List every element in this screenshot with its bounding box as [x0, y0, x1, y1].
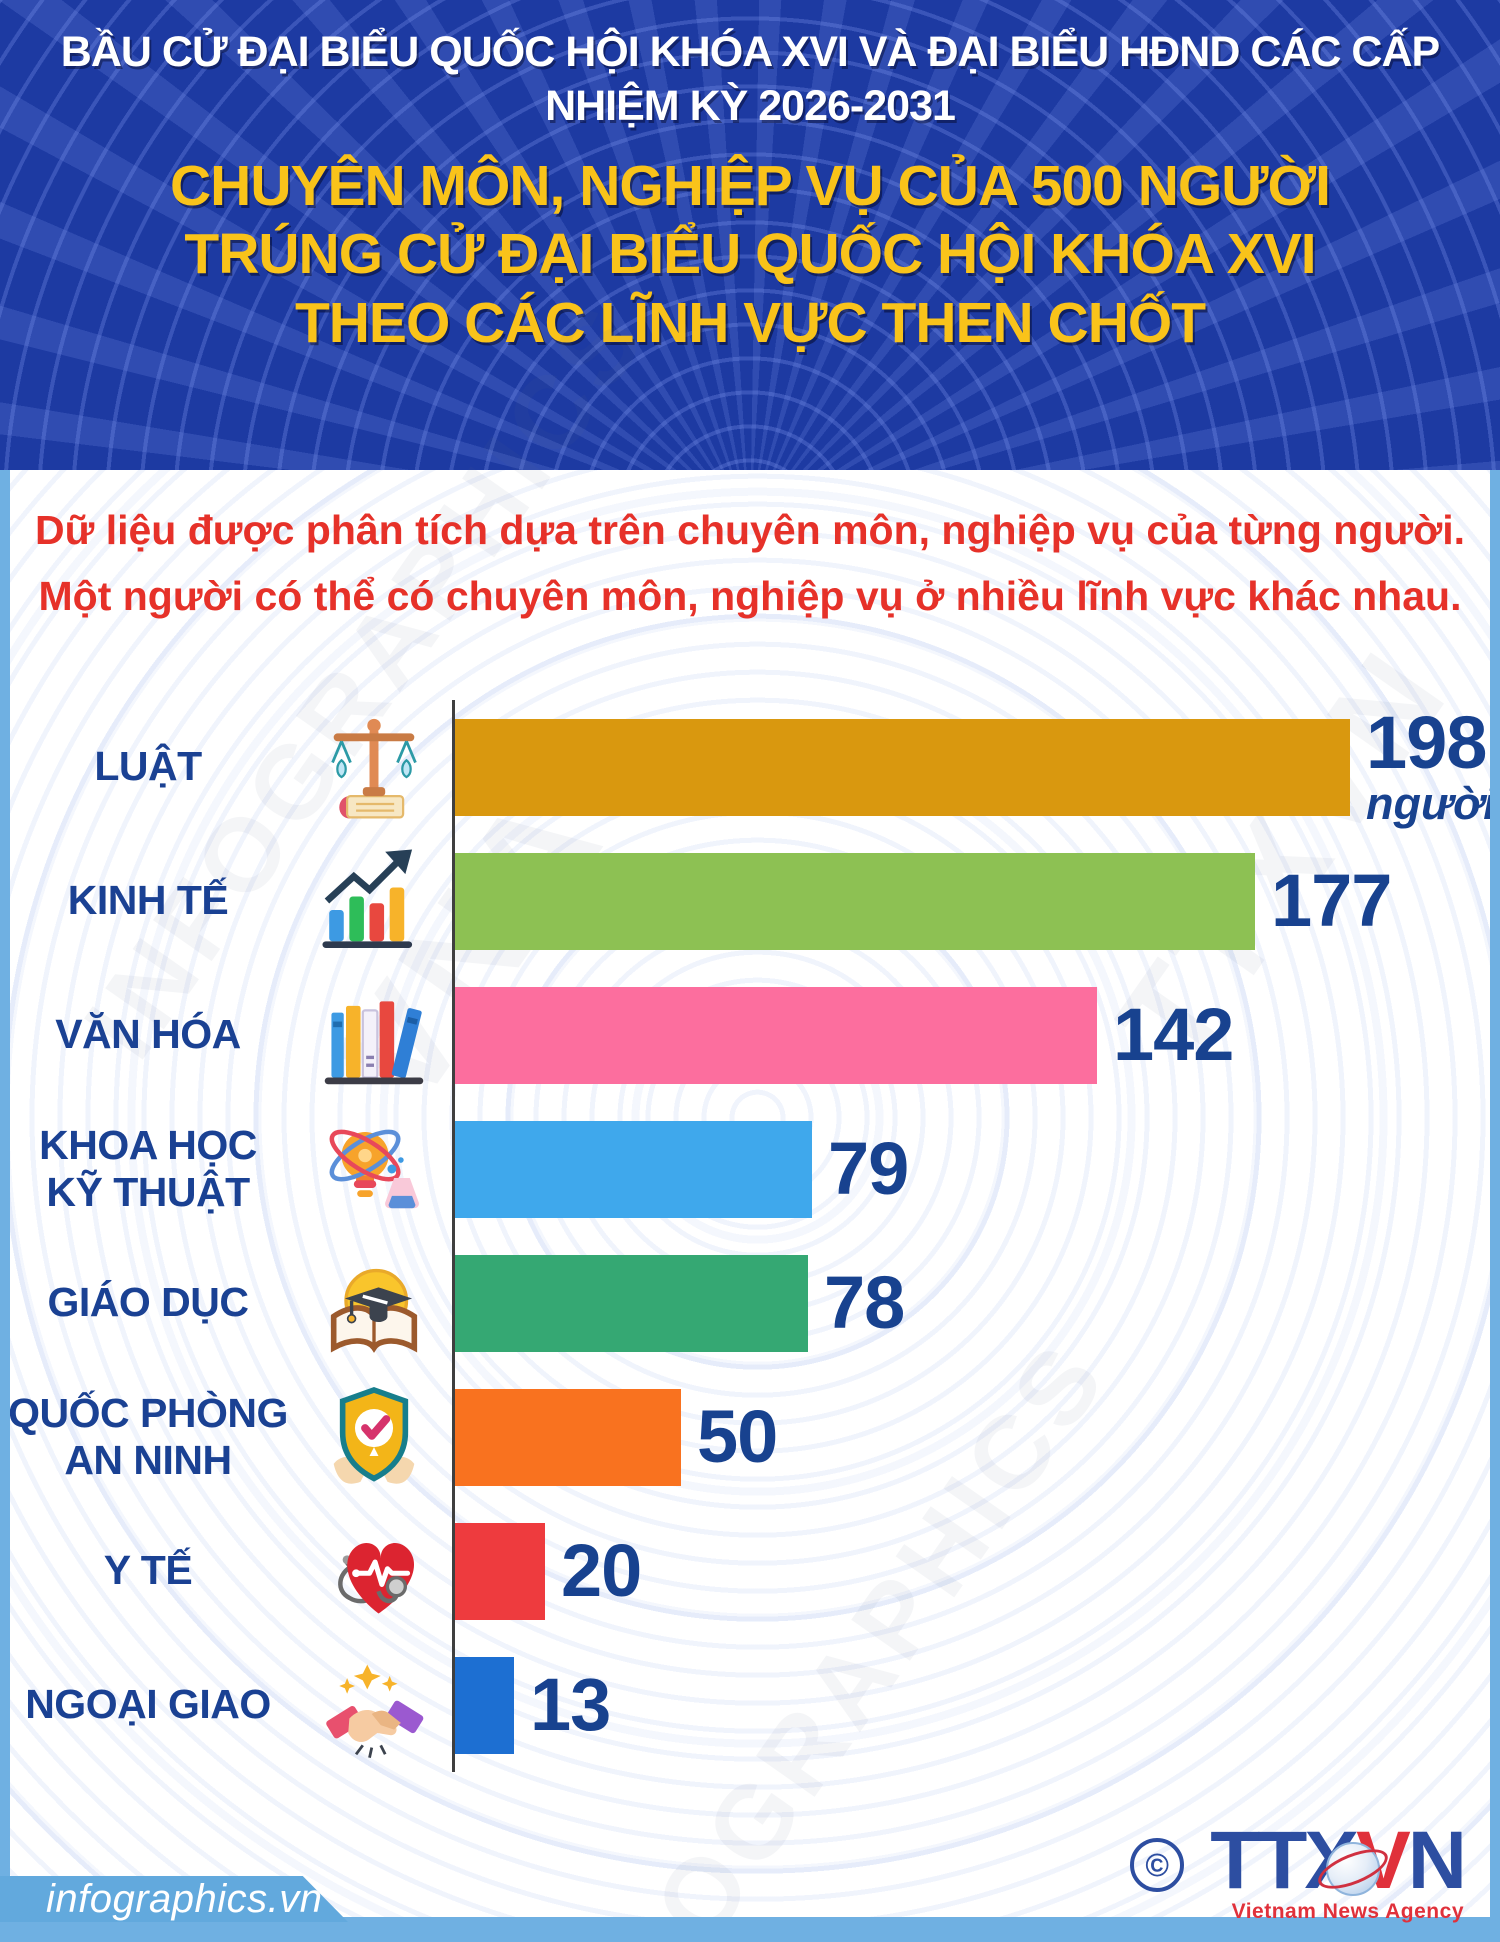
bar-value: 78: [824, 1260, 905, 1344]
chart-row: QUỐC PHÒNG AN NINH 50: [0, 1370, 1500, 1504]
copyright-icon: ©: [1130, 1838, 1185, 1892]
unit-label: người: [1366, 777, 1496, 829]
category-label: QUỐC PHÒNG AN NINH: [8, 1389, 288, 1483]
science-atom-icon: [296, 1106, 452, 1232]
plot-area: 50: [452, 1370, 1500, 1504]
kicker-line-2: NHIỆM KỲ 2026-2031: [545, 81, 956, 130]
value-box: 198 người: [1366, 701, 1496, 829]
agency-name: Vietnam News Agency: [1231, 1899, 1464, 1923]
plot-area: 142: [452, 968, 1500, 1102]
chart-row: VĂN HÓA 142: [0, 968, 1500, 1102]
category-label: GIÁO DỤC: [47, 1279, 250, 1326]
value-box: 177: [1271, 858, 1392, 942]
title-line-2: TRÚNG CỬ ĐẠI BIỂU QUỐC HỘI KHÓA XVI: [184, 222, 1316, 287]
bar-value: 79: [828, 1126, 909, 1210]
shield-security-icon: [296, 1374, 452, 1500]
bar: [455, 1254, 808, 1352]
chart-row: NGOẠI GIAO 13: [0, 1638, 1500, 1772]
right-border-strip: [1490, 470, 1500, 1942]
left-border-strip: [0, 470, 10, 1942]
growth-chart-icon: [296, 838, 452, 964]
note-line-1: Dữ liệu được phân tích dựa trên chuyên m…: [35, 507, 1465, 553]
bar: [455, 1522, 545, 1620]
category-label: KHOA HỌC KỸ THUẬT: [39, 1121, 257, 1215]
chart-row: KINH TẾ 177: [0, 834, 1500, 968]
bar-value: 20: [561, 1528, 642, 1612]
site-label: infographics.vn: [46, 1876, 323, 1921]
value-box: 20: [561, 1528, 642, 1612]
title-line-1: CHUYÊN MÔN, NGHIỆP VỤ CỦA 500 NGƯỜI: [170, 154, 1331, 218]
page-title: CHUYÊN MÔN, NGHIỆP VỤ CỦA 500 NGƯỜI TRÚN…: [0, 152, 1500, 357]
bar: [455, 1388, 681, 1486]
plot-area: 13: [452, 1638, 1500, 1772]
chart-row: GIÁO DỤC 78: [0, 1236, 1500, 1370]
books-icon: [296, 972, 452, 1098]
title-line-3: THEO CÁC LĨNH VỰC THEN CHỐT: [294, 290, 1206, 355]
kicker-line-1: BẦU CỬ ĐẠI BIỂU QUỐC HỘI KHÓA XVI VÀ ĐẠI…: [60, 28, 1440, 76]
category-label: KINH TẾ: [67, 877, 229, 924]
category-label: VĂN HÓA: [55, 1011, 241, 1058]
category-label: NGOẠI GIAO: [25, 1681, 271, 1728]
bar: [455, 1656, 514, 1754]
bar-value: 198: [1366, 701, 1487, 785]
bar-value: 50: [697, 1394, 778, 1478]
kicker: BẦU CỬ ĐẠI BIỂU QUỐC HỘI KHÓA XVI VÀ ĐẠI…: [0, 26, 1500, 134]
category-label: Y TẾ: [103, 1547, 193, 1594]
value-box: 13: [530, 1662, 611, 1746]
chart-row: Y TẾ 20: [0, 1504, 1500, 1638]
plot-area: 78: [452, 1236, 1500, 1370]
bar: [455, 1120, 812, 1218]
header: BẦU CỬ ĐẠI BIỂU QUỐC HỘI KHÓA XVI VÀ ĐẠI…: [0, 0, 1500, 470]
methodology-note: Dữ liệu được phân tích dựa trên chuyên m…: [0, 498, 1500, 629]
value-box: 50: [697, 1394, 778, 1478]
note-line-2: Một người có thể có chuyên môn, nghiệp v…: [38, 572, 1462, 619]
chart-row: KHOA HỌC KỸ THUẬT 79: [0, 1102, 1500, 1236]
bar: [455, 852, 1255, 950]
bar: [455, 718, 1350, 816]
globe-icon: [1326, 1842, 1381, 1896]
chart-rows: LUẬT 198 người KINH TẾ 177 VĂN HÓA 142 KHOA HỌC…: [0, 700, 1500, 1772]
bar-value: 13: [530, 1662, 611, 1746]
bar-chart: LUẬT 198 người KINH TẾ 177 VĂN HÓA 142 KHOA HỌC…: [0, 700, 1500, 1772]
ttxvn-logo: TTXVN Vietnam News Agency: [1210, 1820, 1467, 1924]
plot-area: 198 người: [452, 700, 1500, 834]
plot-area: 79: [452, 1102, 1500, 1236]
value-box: 78: [824, 1260, 905, 1344]
justice-scales-icon: [296, 704, 452, 830]
chart-row: LUẬT 198 người: [0, 700, 1500, 834]
value-box: 79: [828, 1126, 909, 1210]
graduation-icon: [296, 1240, 452, 1366]
infographics-banner: infographics.vn: [0, 1876, 348, 1922]
plot-area: 177: [452, 834, 1500, 968]
plot-area: 20: [452, 1504, 1500, 1638]
category-label: LUẬT: [94, 743, 202, 790]
agency-logo: © TTXVN Vietnam News Agency: [1130, 1820, 1467, 1924]
bar-value: 177: [1271, 858, 1392, 942]
bar-value: 142: [1113, 992, 1234, 1076]
value-box: 142: [1113, 992, 1234, 1076]
handshake-icon: [296, 1642, 452, 1768]
health-heart-icon: [296, 1508, 452, 1634]
bar: [455, 986, 1097, 1084]
